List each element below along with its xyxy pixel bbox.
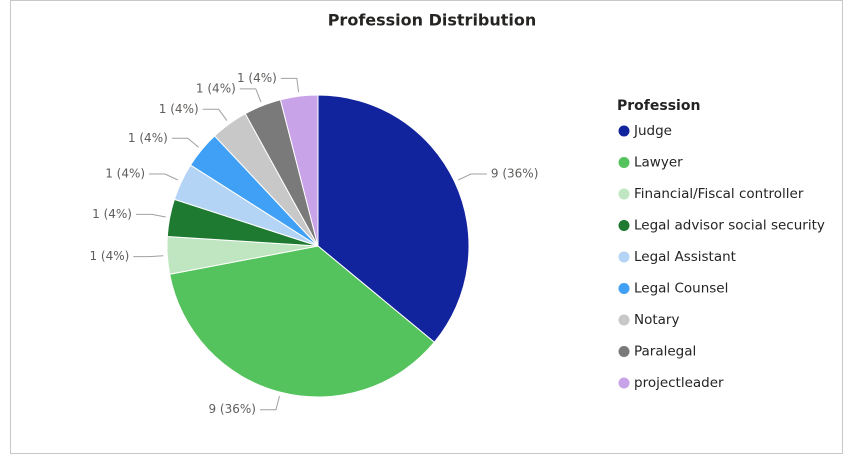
legend-marker	[618, 283, 630, 294]
leader-line	[171, 137, 199, 148]
legend-marker	[618, 377, 630, 389]
leader-line	[135, 213, 166, 218]
legend-marker	[618, 125, 630, 137]
leader-line	[458, 173, 487, 181]
legend-label: Paralegal	[634, 344, 696, 360]
legend-marker	[618, 220, 630, 231]
legend-label: Legal advisor social security	[634, 218, 825, 234]
leader-line	[280, 77, 300, 93]
data-label: 9 (36%)	[208, 402, 255, 416]
legend-label: Legal Counsel	[634, 281, 728, 297]
data-label: 1 (4%)	[159, 102, 199, 116]
data-label: 1 (4%)	[92, 207, 132, 221]
data-label: 9 (36%)	[491, 167, 538, 181]
data-label: 1 (4%)	[105, 167, 145, 181]
legend-marker	[618, 251, 630, 263]
legend-marker	[618, 314, 630, 326]
pie-slice	[279, 94, 319, 247]
data-label: 1 (4%)	[237, 71, 277, 85]
pie-slice	[317, 94, 470, 343]
chart-title: Profession Distribution	[328, 11, 537, 30]
data-label: 1 (4%)	[89, 249, 129, 263]
legend-label: Notary	[634, 312, 679, 328]
pie-slice	[169, 245, 436, 398]
leader-line	[259, 396, 280, 411]
leader-line	[202, 108, 228, 121]
legend-marker	[618, 346, 630, 357]
data-label: 1 (4%)	[196, 81, 236, 95]
legend-label: projectleader	[634, 375, 724, 391]
legend-marker	[618, 157, 630, 168]
data-label: 1 (4%)	[128, 131, 168, 145]
legend-label: Lawyer	[634, 155, 683, 171]
legend-label: Financial/Fiscal controller	[634, 186, 804, 202]
legend-label: Judge	[633, 123, 672, 139]
legend-marker	[618, 188, 630, 200]
leader-line	[149, 173, 178, 181]
legend-title: Profession	[617, 98, 700, 114]
legend-label: Legal Assistant	[634, 249, 736, 265]
leader-line	[133, 255, 164, 258]
leader-line	[239, 88, 262, 103]
